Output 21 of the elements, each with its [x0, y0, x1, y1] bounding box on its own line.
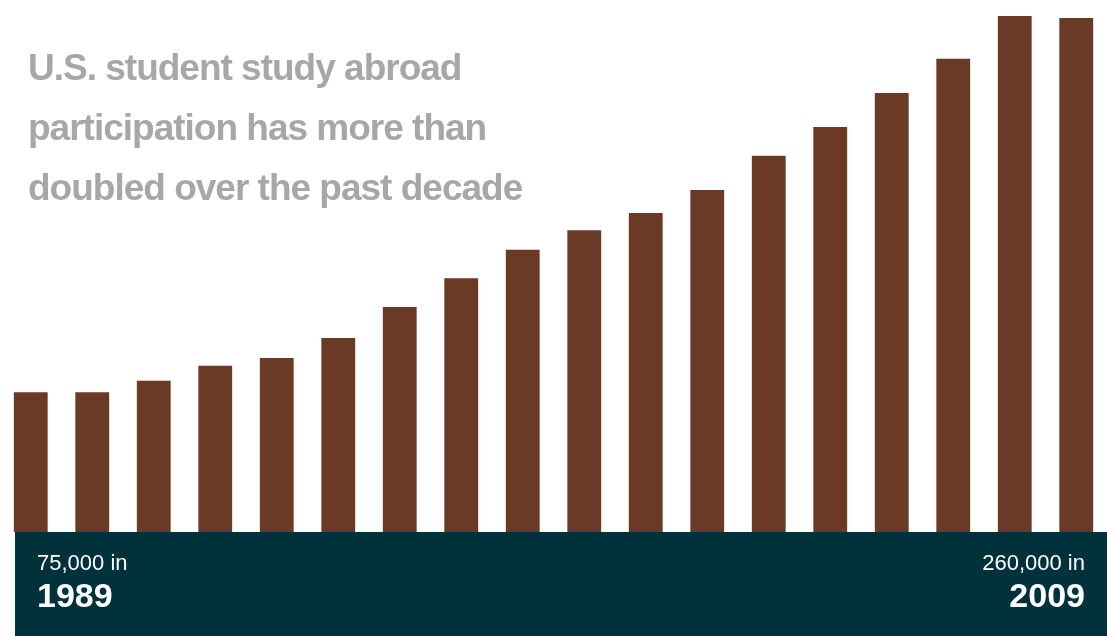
bar — [505, 249, 540, 532]
text: 75,000 in 1989 — [37, 550, 128, 615]
bar — [936, 58, 971, 532]
bar — [321, 337, 356, 532]
bar — [444, 278, 479, 532]
bar — [75, 392, 110, 532]
text: 260,000 in 2009 — [982, 550, 1085, 615]
bar — [690, 189, 725, 532]
bar — [628, 213, 663, 532]
bar — [1059, 18, 1094, 532]
bar — [751, 155, 786, 532]
bar — [13, 392, 48, 532]
bar — [259, 358, 294, 532]
bar — [198, 365, 233, 532]
bar — [813, 126, 848, 532]
bar — [567, 230, 602, 532]
bar — [997, 16, 1032, 532]
text: U.S. student study abroad participation has more than doubled over the past decade — [28, 46, 524, 210]
bar — [874, 92, 909, 532]
bar — [136, 380, 171, 532]
bar — [382, 307, 417, 532]
